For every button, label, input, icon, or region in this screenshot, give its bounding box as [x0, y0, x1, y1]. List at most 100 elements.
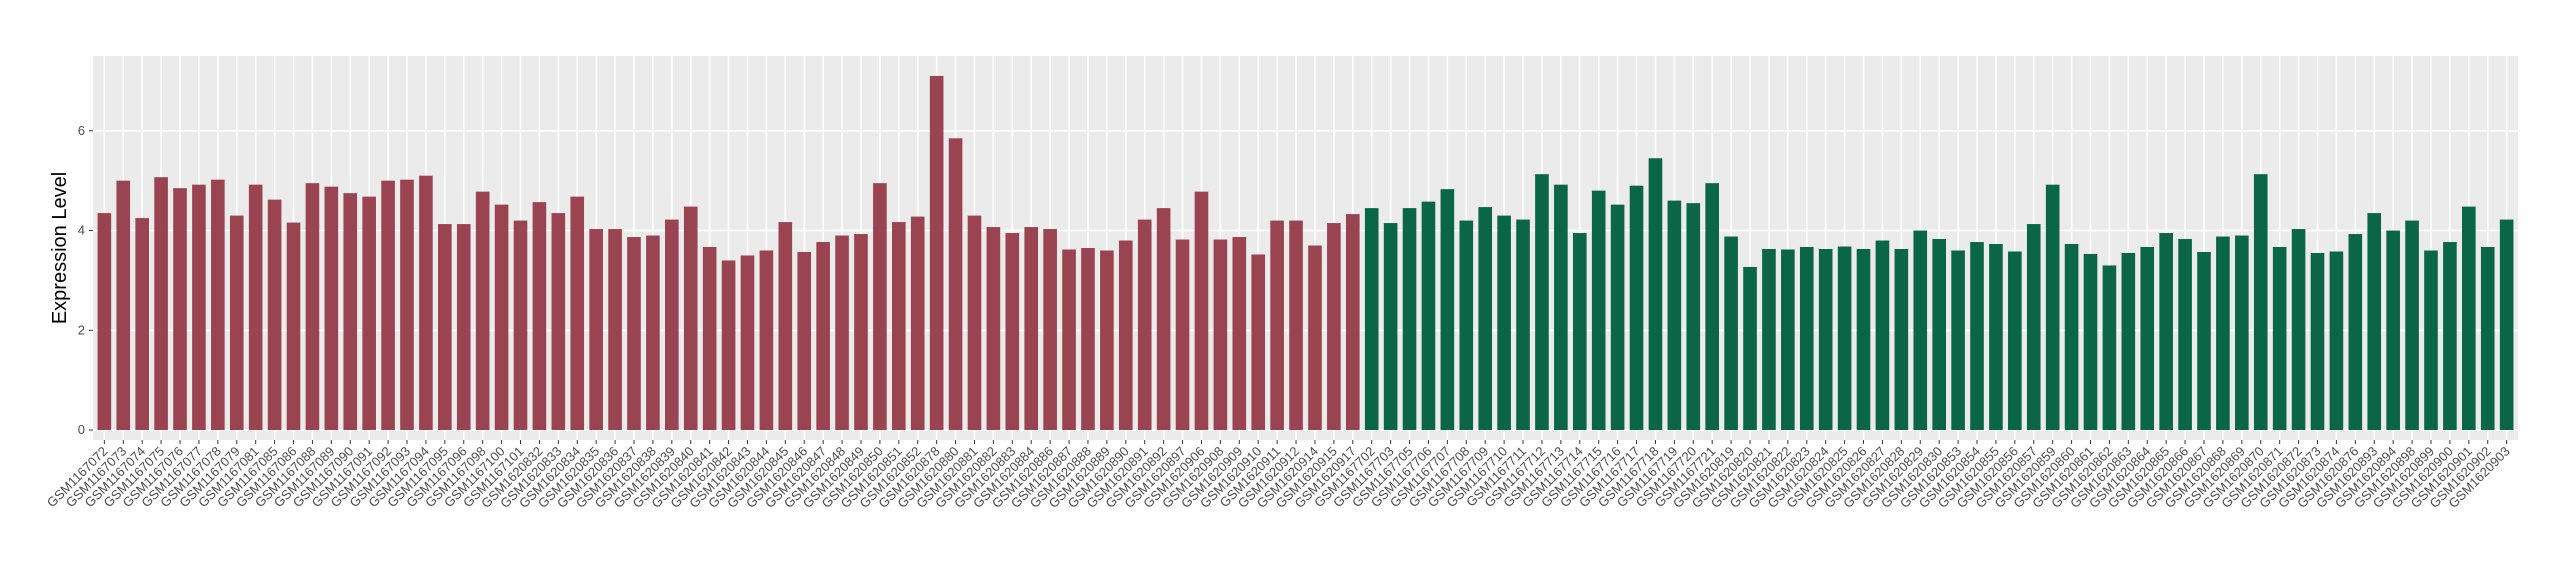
bar — [456, 224, 471, 431]
bar — [475, 191, 490, 431]
bar — [1137, 219, 1152, 431]
bar — [1213, 239, 1228, 431]
bar — [948, 138, 963, 431]
bar — [2291, 229, 2306, 431]
bar — [551, 213, 566, 431]
bar — [1535, 174, 1549, 431]
bar — [1118, 240, 1133, 431]
bar — [570, 196, 585, 431]
bar — [1837, 246, 1852, 431]
bar — [248, 184, 263, 431]
bar — [1667, 200, 1682, 431]
y-tick-label: 0 — [78, 422, 85, 437]
bar — [1270, 220, 1284, 431]
bar — [1629, 185, 1644, 431]
bar — [2348, 234, 2363, 431]
bar — [494, 204, 509, 431]
bar — [400, 179, 414, 431]
bar — [1100, 250, 1114, 431]
bar — [192, 184, 206, 431]
bar — [267, 199, 282, 431]
bar — [1327, 223, 1341, 431]
bar — [229, 215, 244, 431]
bar — [2386, 230, 2400, 431]
bar — [2443, 242, 2457, 431]
bar — [1478, 207, 1493, 431]
bar — [135, 218, 149, 431]
bar — [1516, 219, 1530, 431]
bar — [1345, 214, 1360, 431]
bar — [1610, 204, 1625, 431]
bar — [1591, 190, 1606, 431]
y-tick-label: 2 — [78, 322, 85, 337]
bar — [1572, 233, 1587, 431]
bar — [1970, 242, 1984, 431]
y-tick-label: 4 — [78, 223, 85, 238]
bar — [116, 180, 131, 431]
bar — [2140, 247, 2155, 431]
bar — [1062, 249, 1076, 431]
bar — [2235, 235, 2249, 431]
bar — [646, 235, 660, 431]
bar — [608, 229, 622, 431]
bar — [381, 180, 395, 431]
bar — [532, 202, 547, 431]
bar — [2159, 233, 2173, 431]
bar — [305, 183, 320, 431]
bar — [286, 222, 301, 431]
bar — [324, 186, 339, 431]
bar — [2499, 219, 2514, 431]
bar — [2462, 206, 2476, 431]
plot-panel — [93, 56, 2518, 440]
bar — [892, 222, 906, 431]
bar — [1308, 245, 1322, 431]
bar — [986, 227, 1001, 431]
bar — [2121, 252, 2136, 431]
bar — [2310, 252, 2325, 431]
bar — [343, 193, 358, 431]
bar — [2367, 213, 2382, 431]
bar — [1781, 249, 1795, 431]
bar — [419, 175, 433, 431]
bar — [816, 242, 830, 431]
bar — [835, 235, 849, 431]
bar — [1724, 236, 1738, 431]
bar — [1440, 189, 1455, 431]
bar — [873, 183, 887, 431]
bar — [778, 222, 793, 431]
bar — [1383, 223, 1398, 431]
bar — [2216, 236, 2230, 431]
bar — [1402, 208, 1417, 431]
bar — [1175, 239, 1190, 431]
bar — [2064, 244, 2079, 431]
bar — [1932, 239, 1946, 431]
bar — [721, 260, 736, 431]
bar — [1024, 227, 1039, 431]
bar — [1081, 248, 1095, 431]
bar — [967, 215, 982, 431]
bar — [1762, 248, 1776, 431]
bar — [797, 251, 812, 431]
bar — [665, 219, 679, 431]
bar — [438, 224, 452, 431]
bar — [1648, 158, 1663, 431]
bar — [211, 179, 225, 431]
bar — [702, 247, 717, 431]
bar — [2272, 247, 2287, 431]
bar — [1251, 254, 1266, 431]
bar — [2026, 224, 2041, 431]
bar — [1989, 244, 2003, 431]
bar — [2102, 265, 2117, 431]
bar — [1894, 248, 1909, 431]
bar — [362, 196, 376, 431]
bar — [1875, 240, 1890, 431]
bar — [1856, 248, 1871, 431]
bar — [1232, 237, 1247, 431]
bar — [2405, 220, 2419, 431]
bar — [2480, 247, 2495, 431]
bar — [1459, 220, 1474, 431]
y-tick-label: 6 — [78, 123, 85, 138]
bar — [97, 213, 112, 431]
bar — [1194, 191, 1209, 431]
bar — [910, 216, 925, 431]
